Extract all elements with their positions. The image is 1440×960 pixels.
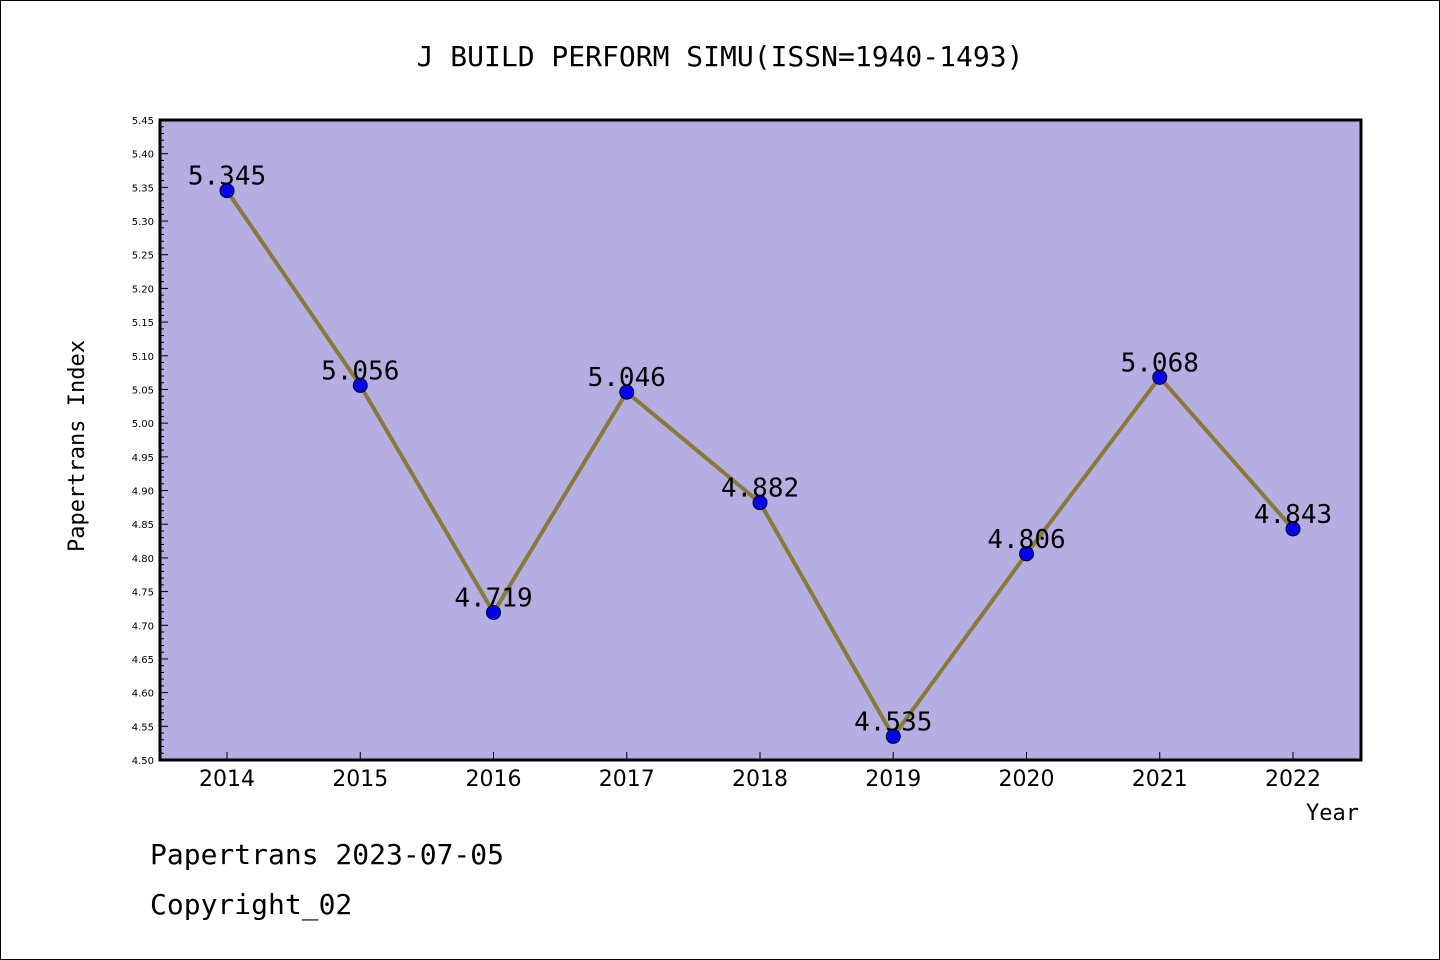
data-label-2022: 4.843 [1254, 500, 1332, 530]
y-tick-label: 4.95 [132, 453, 154, 464]
y-tick-label: 4.90 [132, 487, 154, 498]
data-point-2016 [486, 604, 501, 620]
y-tick-label: 5.15 [132, 318, 154, 329]
y-tick-label: 5.10 [132, 352, 154, 363]
y-tick-label: 5.20 [132, 284, 154, 295]
y-tick-label: 4.85 [132, 520, 154, 531]
y-tick-label: 5.40 [132, 150, 154, 161]
x-tick-label: 2018 [732, 767, 788, 792]
y-tick-label: 5.25 [132, 251, 154, 262]
x-tick-label: 2014 [199, 767, 255, 792]
data-labels: 5.345 5.056 4.719 5.046 4.882 4.535 4.806 5.068… [188, 162, 1332, 738]
data-point-2019 [885, 728, 901, 744]
data-label-2015: 5.056 [321, 356, 399, 386]
footer-copyright: Copyright_02 [150, 888, 352, 922]
y-tick-label: 4.75 [132, 588, 154, 599]
data-point-2021 [1152, 369, 1168, 385]
y-tick-label: 4.65 [132, 655, 154, 666]
y-tick-label: 5.05 [132, 385, 154, 396]
data-label-2016: 4.719 [454, 583, 532, 613]
chart-title: J BUILD PERFORM SIMU(ISSN=1940-1493) [417, 40, 1024, 73]
y-tick-label: 4.55 [132, 722, 154, 733]
y-tick-label: 5.35 [132, 183, 154, 194]
data-label-2020: 4.806 [987, 525, 1065, 555]
series-papertrans-index [219, 183, 1301, 744]
data-point-2022 [1285, 521, 1301, 537]
y-tick-label: 5.30 [132, 217, 154, 228]
data-point-2015 [352, 377, 368, 393]
x-tick-label: 2022 [1265, 767, 1321, 792]
data-label-2017: 5.046 [588, 363, 666, 393]
x-axis-label: Year [1306, 801, 1359, 826]
y-tick-label: 4.80 [132, 554, 154, 565]
x-tick-label: 2015 [332, 767, 388, 792]
y-axis: 4.50 4.55 4.60 4.65 4.70 4.75 4.80 4.85 4.90 4.95… [132, 116, 168, 767]
footer-date: Papertrans 2023-07-05 [150, 838, 504, 871]
plot-area [158, 118, 1363, 762]
y-tick-label: 5.45 [132, 116, 154, 127]
data-point-2017 [619, 384, 635, 400]
y-axis-label: Papertrans Index [65, 340, 90, 552]
y-tick-label: 4.60 [132, 689, 154, 700]
data-label-2018: 4.882 [721, 474, 799, 504]
data-label-2014: 5.345 [188, 162, 266, 192]
x-tick-label: 2020 [999, 767, 1055, 792]
x-tick-label: 2016 [466, 767, 522, 792]
y-tick-label: 4.50 [132, 756, 154, 767]
data-point-2018 [752, 495, 768, 511]
x-tick-label: 2019 [865, 767, 921, 792]
x-axis: 2014 2015 2016 2017 2018 2019 2020 2021 2022 [199, 752, 1321, 792]
data-point-2020 [1019, 546, 1034, 562]
x-tick-label: 2017 [599, 767, 655, 792]
data-point-2014 [219, 183, 235, 199]
data-label-2021: 5.068 [1121, 348, 1199, 378]
y-tick-label: 4.70 [132, 621, 154, 632]
y-tick-label: 5.00 [132, 419, 154, 430]
data-label-2019: 4.535 [854, 707, 932, 737]
x-tick-label: 2021 [1132, 767, 1188, 792]
